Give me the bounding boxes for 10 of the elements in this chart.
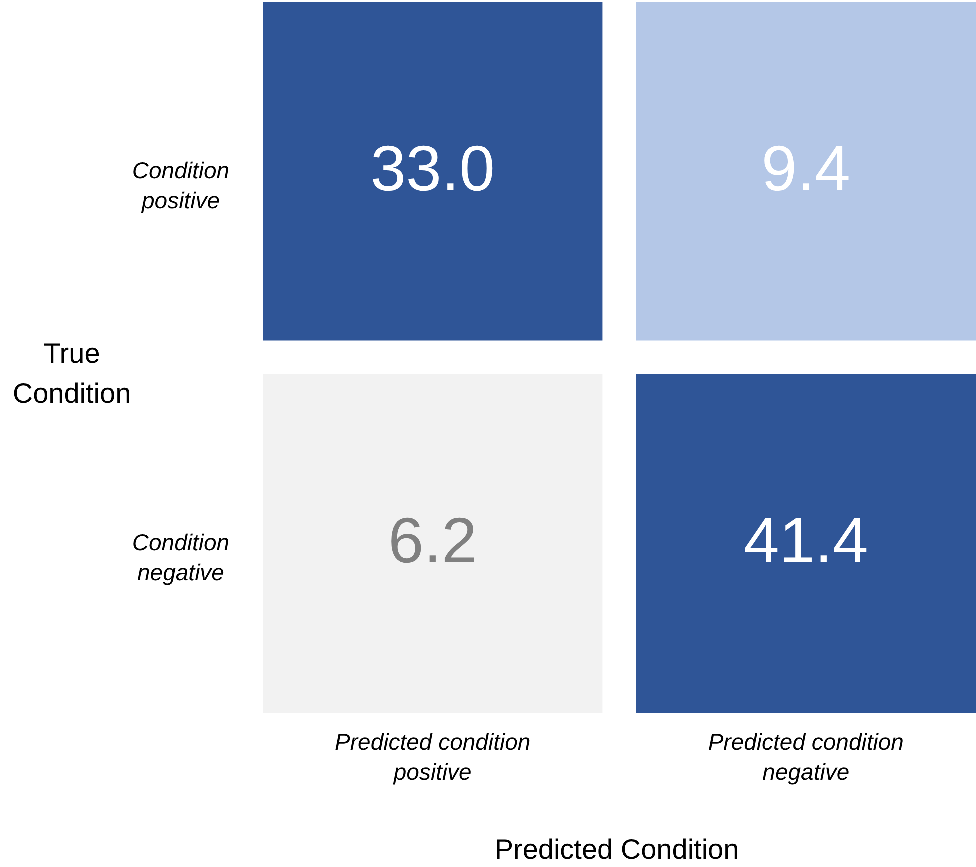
data-label: 9.4 [762, 132, 851, 204]
x-tick-label: Predicted condition positive [335, 729, 531, 785]
y-tick-label: Condition positive [132, 157, 230, 214]
x-tick-label: Predicted condition negative [708, 729, 904, 785]
x-axis-title: Predicted Condition [494, 834, 740, 865]
data-label: 33.0 [370, 132, 496, 204]
y-axis-title: True Condition [12, 338, 132, 409]
data-label: 6.2 [388, 504, 478, 577]
data-label: 41.4 [744, 504, 868, 577]
y-tick-label: Condition negative [132, 530, 230, 586]
